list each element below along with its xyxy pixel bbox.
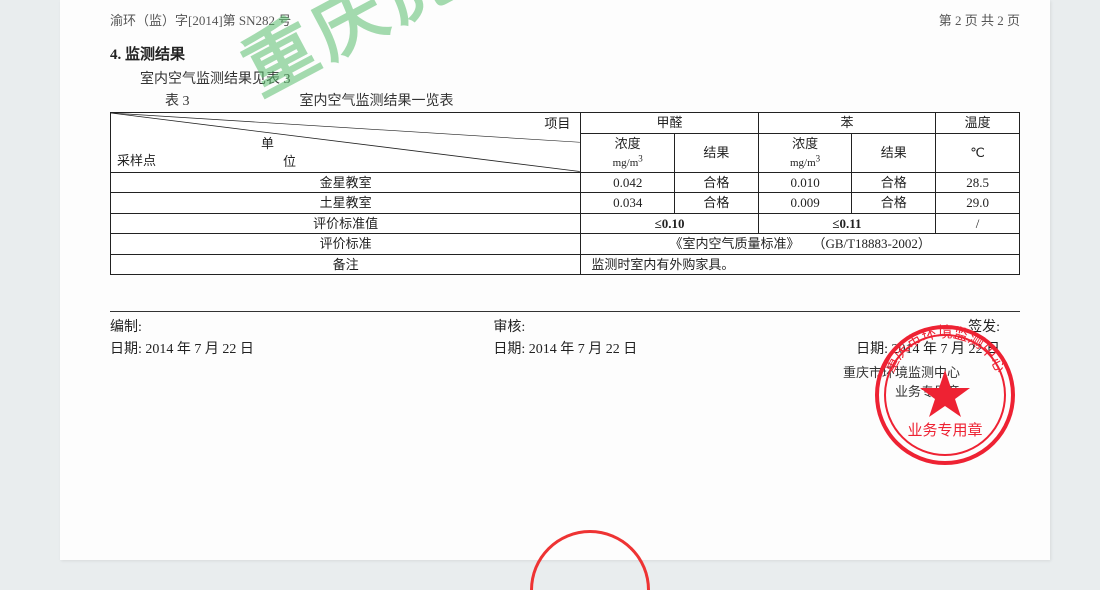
sign-col-prepare: 编制: 日期: 2014 年 7 月 22 日 <box>110 316 363 400</box>
sign-col-review: 审核: 日期: 2014 年 7 月 22 日 <box>363 316 746 400</box>
section-title: 4. 监测结果 <box>110 43 1020 64</box>
bottom-seal-fragment-icon <box>530 530 650 590</box>
diagonal-header-cell: 项目 单位 采样点 <box>111 113 581 173</box>
subcol-temp-unit: ℃ <box>936 133 1020 172</box>
note-row: 备注 监测时室内有外购家具。 <box>111 254 1020 275</box>
standard-row: 评价标准 《室内空气质量标准》 （GB/T18883-2002） <box>111 234 1020 255</box>
signature-row: 编制: 日期: 2014 年 7 月 22 日 审核: 日期: 2014 年 7… <box>110 311 1020 400</box>
table-caption: 表 3室内空气监测结果一览表 <box>165 90 1020 110</box>
subcol-result-2: 结果 <box>852 133 936 172</box>
section-subtitle: 室内空气监测结果见表 3 <box>140 68 1020 88</box>
col-temperature: 温度 <box>936 113 1020 134</box>
subcol-result-1: 结果 <box>675 133 759 172</box>
subcol-conc-2: 浓度mg/m3 <box>758 133 852 172</box>
page-number: 第 2 页 共 2 页 <box>939 10 1020 29</box>
doc-number: 渝环（监）字[2014]第 SN282 号 <box>110 10 291 29</box>
standard-value-row: 评价标准值 ≤0.10 ≤0.11 / <box>111 213 1020 234</box>
col-group-benzene: 苯 <box>758 113 935 134</box>
svg-text:业务专用章: 业务专用章 <box>907 421 982 439</box>
table-row: 金星教室 0.042 合格 0.010 合格 28.5 <box>111 172 1020 193</box>
sign-col-issue: 签发: 日期: 2014 年 7 月 22 日 重庆市环境监测中心 业务专用章 <box>747 316 1020 400</box>
subcol-conc-1: 浓度mg/m3 <box>581 133 675 172</box>
col-group-formaldehyde: 甲醛 <box>581 113 758 134</box>
table-row: 土星教室 0.034 合格 0.009 合格 29.0 <box>111 193 1020 214</box>
results-table: 项目 单位 采样点 甲醛 苯 温度 浓度mg/m3 结果 浓度mg/m3 结果 … <box>110 112 1020 275</box>
